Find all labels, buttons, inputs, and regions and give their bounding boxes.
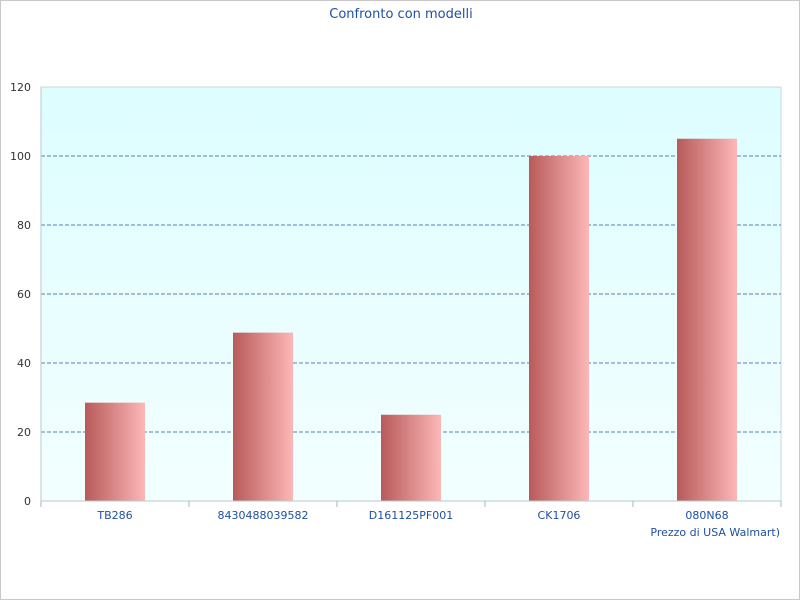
x-tick-label: D161125PF001 bbox=[369, 509, 453, 522]
x-axis-label: Prezzo di USA Walmart) bbox=[650, 526, 780, 539]
x-tick-label: 8430488039582 bbox=[218, 509, 309, 522]
bar-8430488039582 bbox=[233, 332, 293, 501]
bar-tb286 bbox=[85, 402, 145, 501]
y-tick-label: 0 bbox=[24, 495, 31, 508]
chart-title: Confronto con modelli bbox=[329, 7, 472, 22]
tick-labels: 0 20 40 60 80 100 120 TB286 8430488039582 D161125… bbox=[10, 81, 729, 522]
y-tick-label: 100 bbox=[10, 150, 31, 163]
bar-d161125pf001 bbox=[381, 414, 441, 501]
bars bbox=[85, 138, 737, 501]
bar-ck1706 bbox=[529, 156, 589, 501]
y-tick-label: 60 bbox=[17, 288, 31, 301]
x-tick-label: CK1706 bbox=[538, 509, 581, 522]
axes bbox=[40, 87, 782, 507]
x-tick-label: 080N68 bbox=[685, 509, 728, 522]
y-tick-label: 40 bbox=[17, 357, 31, 370]
x-tick-label: TB286 bbox=[96, 509, 132, 522]
y-tick-label: 120 bbox=[10, 81, 31, 94]
bar-080n68 bbox=[677, 138, 737, 501]
y-tick-label: 20 bbox=[17, 426, 31, 439]
y-tick-label: 80 bbox=[17, 219, 31, 232]
